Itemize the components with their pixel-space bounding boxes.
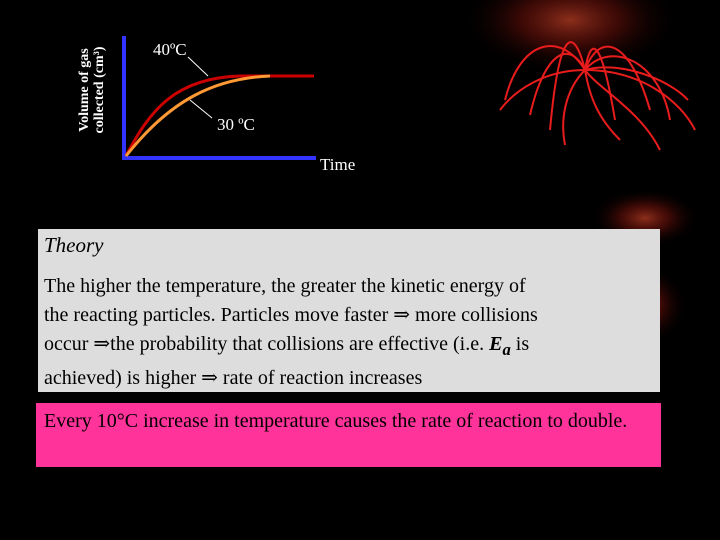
rule-box: Every 10°C increase in temperature cause… bbox=[36, 403, 661, 467]
activation-energy-symbol: Ea bbox=[489, 333, 511, 359]
theory-line-3-b: is bbox=[510, 333, 530, 355]
curve-30c bbox=[124, 74, 271, 157]
theory-title: Theory bbox=[44, 233, 104, 257]
theory-line-2: the reacting particles. Particles move f… bbox=[44, 304, 538, 326]
firework-icon bbox=[499, 41, 696, 151]
pointer-40c bbox=[187, 56, 209, 77]
rule-text: Every 10°C increase in temperature cause… bbox=[44, 410, 628, 432]
curve-40c bbox=[124, 74, 314, 157]
theory-box: Theory The higher the temperature, the g… bbox=[38, 229, 660, 392]
x-axis-label: Time bbox=[320, 155, 356, 174]
theory-line-3-a: occur ⇒the probability that collisions a… bbox=[44, 333, 490, 355]
pointer-30c bbox=[189, 99, 213, 119]
theory-body: The higher the temperature, the greater … bbox=[44, 272, 654, 393]
label-40c: 40ºC bbox=[153, 40, 187, 59]
theory-line-1: The higher the temperature, the greater … bbox=[44, 275, 526, 297]
theory-line-4: achieved) is higher ⇒ rate of reaction i… bbox=[44, 367, 423, 389]
label-30c: 30 ºC bbox=[217, 115, 255, 134]
theory-line-3: occur ⇒the probability that collisions a… bbox=[44, 330, 654, 364]
